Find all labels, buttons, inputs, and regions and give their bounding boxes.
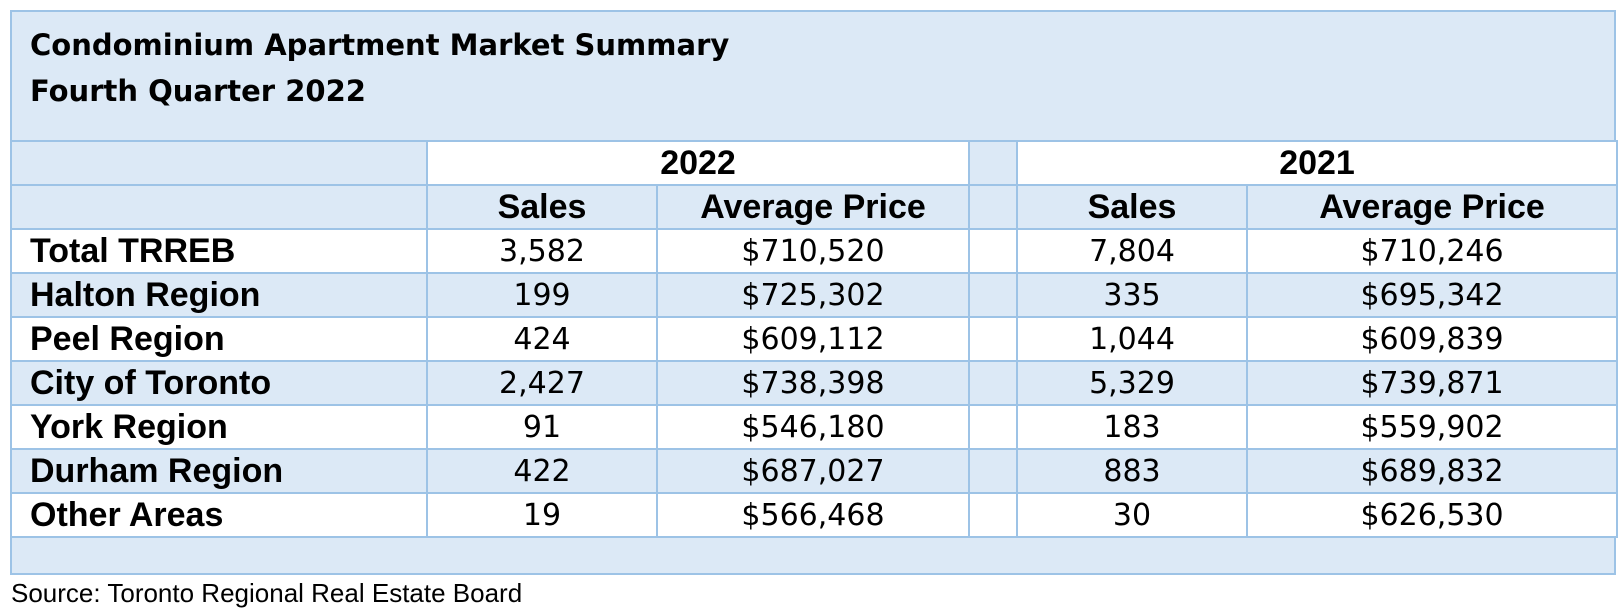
sales-2022-cell: 2,427 [426, 360, 658, 406]
col-header-sales-2021: Sales [1016, 184, 1249, 230]
table-row: Total TRREB 3,582 $710,520 7,804 $710,246 [10, 228, 1619, 274]
empty-region-header [10, 184, 428, 230]
col-header-price-2021: Average Price [1246, 184, 1619, 230]
spacer-cell [968, 140, 1019, 186]
table-row: Peel Region 424 $609,112 1,044 $609,839 [10, 316, 1619, 362]
avg-price-2021-cell: $559,902 [1246, 404, 1619, 450]
table-row: York Region 91 $546,180 183 $559,902 [10, 404, 1619, 450]
spacer-cell [968, 492, 1019, 538]
sales-2022-cell: 91 [426, 404, 658, 450]
table-row: City of Toronto 2,427 $738,398 5,329 $739,87… [10, 360, 1619, 406]
title-line-2: Fourth Quarter 2022 [30, 74, 366, 108]
table-row: Halton Region 199 $725,302 335 $695,342 [10, 272, 1619, 318]
sales-2022-cell: 19 [426, 492, 658, 538]
avg-price-2022-cell: $738,398 [655, 360, 971, 406]
avg-price-2022-cell: $546,180 [655, 404, 971, 450]
spacer-cell [968, 404, 1019, 450]
avg-price-2022-cell: $710,520 [655, 228, 971, 274]
avg-price-2022-cell: $725,302 [655, 272, 971, 318]
avg-price-2022-cell: $687,027 [655, 448, 971, 494]
sales-2021-cell: 7,804 [1016, 228, 1249, 274]
spacer-cell [968, 272, 1019, 318]
region-name-cell: Total TRREB [10, 228, 428, 274]
sales-2021-cell: 5,329 [1016, 360, 1249, 406]
empty-corner-cell [10, 140, 428, 186]
year-header-2022: 2022 [425, 140, 971, 186]
region-name-cell: Other Areas [10, 492, 428, 538]
avg-price-2021-cell: $695,342 [1246, 272, 1619, 318]
source-note: Source: Toronto Regional Real Estate Boa… [11, 578, 523, 608]
region-name-cell: Peel Region [10, 316, 428, 362]
spacer-cell [968, 448, 1019, 494]
sales-2021-cell: 335 [1016, 272, 1249, 318]
sales-2021-cell: 183 [1016, 404, 1249, 450]
sales-2021-cell: 1,044 [1016, 316, 1249, 362]
year-header-2021: 2021 [1016, 140, 1619, 186]
table-row: Other Areas 19 $566,468 30 $626,530 [10, 492, 1619, 538]
table-row: Durham Region 422 $687,027 883 $689,832 [10, 448, 1619, 494]
region-name-cell: Halton Region [10, 272, 428, 318]
page-title: Condominium Apartment Market Summary Fou… [30, 22, 729, 114]
avg-price-2021-cell: $609,839 [1246, 316, 1619, 362]
spacer-cell [968, 360, 1019, 406]
avg-price-2021-cell: $626,530 [1246, 492, 1619, 538]
sales-2022-cell: 422 [426, 448, 658, 494]
avg-price-2021-cell: $739,871 [1246, 360, 1619, 406]
avg-price-2022-cell: $566,468 [655, 492, 971, 538]
region-name-cell: Durham Region [10, 448, 428, 494]
sales-2022-cell: 424 [426, 316, 658, 362]
title-line-1: Condominium Apartment Market Summary [30, 28, 730, 62]
spacer-cell [968, 228, 1019, 274]
sales-2021-cell: 883 [1016, 448, 1249, 494]
market-summary-table: 2022 2021 Sales Average Price Sales Aver… [10, 140, 1619, 538]
sales-2022-cell: 3,582 [426, 228, 658, 274]
avg-price-2021-cell: $710,246 [1246, 228, 1619, 274]
column-header-row: Sales Average Price Sales Average Price [10, 184, 1619, 230]
spacer-cell [968, 316, 1019, 362]
avg-price-2021-cell: $689,832 [1246, 448, 1619, 494]
region-name-cell: York Region [10, 404, 428, 450]
col-header-price-2022: Average Price [655, 184, 971, 230]
region-name-cell: City of Toronto [10, 360, 428, 406]
sales-2022-cell: 199 [426, 272, 658, 318]
col-header-sales-2022: Sales [426, 184, 658, 230]
avg-price-2022-cell: $609,112 [655, 316, 971, 362]
spacer-cell [968, 184, 1019, 230]
year-header-row: 2022 2021 [10, 140, 1619, 186]
sales-2021-cell: 30 [1016, 492, 1249, 538]
